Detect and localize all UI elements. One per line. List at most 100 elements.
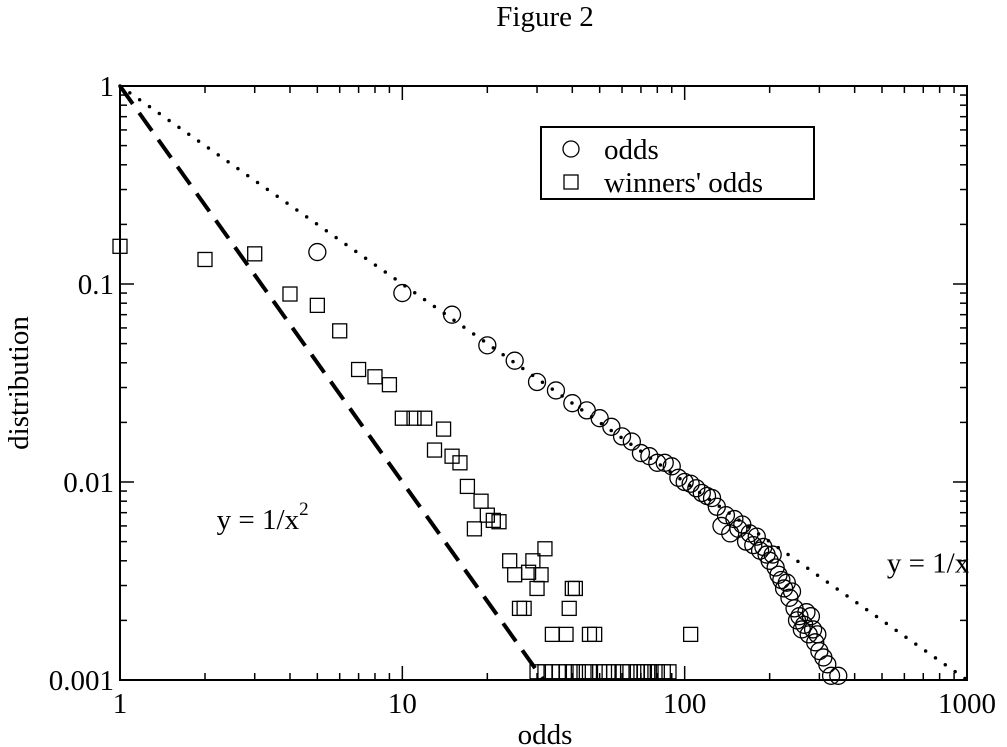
winners-odds-point xyxy=(567,580,583,597)
odds-point xyxy=(763,545,782,564)
winners-odds-point xyxy=(529,580,545,597)
ref-label-2-base: y = 1/x xyxy=(217,504,300,536)
y-tick-label: 1 xyxy=(100,71,115,103)
winners-odds-point xyxy=(491,514,507,530)
legend: odds winners' odds xyxy=(540,126,815,200)
winners-odds-point xyxy=(197,251,213,268)
odds-point xyxy=(777,573,796,592)
y-axis-label: distribution xyxy=(3,316,35,450)
axis-ticks xyxy=(119,85,968,681)
series-winners-odds xyxy=(112,238,699,680)
x-tick-label: 1 xyxy=(113,688,128,720)
plot-frame xyxy=(119,85,968,681)
winners-odds-point xyxy=(466,521,483,537)
odds-point xyxy=(747,527,766,546)
winners-odds-point xyxy=(452,455,468,471)
odds-point xyxy=(810,641,829,661)
reference-line-1-over-x-squared xyxy=(118,84,546,682)
winners-odds-point xyxy=(426,442,443,458)
odds-point xyxy=(648,453,667,472)
winners-odds-point xyxy=(561,600,577,617)
x-tick-labels: 1 10 100 1000 xyxy=(113,688,996,720)
odds-point xyxy=(631,443,651,463)
odds-point xyxy=(505,351,524,370)
odds-point xyxy=(590,409,609,428)
winners-odds-point xyxy=(459,478,476,495)
y-tick-label: 0.01 xyxy=(63,467,114,499)
winners-odds-point xyxy=(587,626,603,643)
winners-odds-point xyxy=(332,323,348,339)
winners-odds-point xyxy=(406,410,422,426)
odds-point xyxy=(692,483,711,503)
x-tick-label: 100 xyxy=(663,688,707,720)
figure-title: Figure 2 xyxy=(496,1,593,33)
series-odds xyxy=(308,242,848,685)
legend-marker-square xyxy=(563,174,579,190)
winners-odds-point xyxy=(417,410,433,426)
y-tick-label: 0.001 xyxy=(49,665,114,697)
winners-odds-point xyxy=(507,567,523,583)
winners-odds-point xyxy=(564,580,580,597)
legend-marker-circle xyxy=(562,140,580,158)
legend-label-winners-odds: winners' odds xyxy=(604,167,763,199)
winners-odds-point xyxy=(581,664,598,680)
odds-point xyxy=(563,394,582,413)
odds-point xyxy=(622,432,641,451)
odds-point xyxy=(546,381,566,400)
x-tick-label: 10 xyxy=(388,688,417,720)
odds-point xyxy=(442,305,462,324)
y-tick-labels: 1 0.1 0.01 0.001 xyxy=(49,71,114,697)
winners-odds-point xyxy=(350,361,367,378)
odds-point xyxy=(612,427,632,446)
winners-odds-point xyxy=(581,626,598,643)
winners-odds-point xyxy=(381,377,398,393)
winners-odds-point xyxy=(511,600,528,617)
odds-point xyxy=(662,457,681,476)
odds-point xyxy=(801,607,821,626)
winners-odds-point xyxy=(614,664,630,680)
winners-odds-point xyxy=(529,664,545,680)
winners-odds-point xyxy=(485,512,501,529)
reference-line-labels: y = 1/x y = 1/x2 xyxy=(217,499,970,579)
odds-point xyxy=(803,620,823,639)
odds-point xyxy=(716,506,736,525)
winners-odds-point xyxy=(544,626,561,643)
winners-odds-point xyxy=(525,553,541,569)
winners-odds-point xyxy=(533,567,549,583)
odds-point xyxy=(602,417,621,436)
winners-odds-point xyxy=(282,286,298,302)
winners-odds-point xyxy=(537,541,553,557)
odds-point xyxy=(655,453,674,472)
legend-label-odds: odds xyxy=(604,134,659,166)
odds-point xyxy=(478,336,497,355)
odds-point xyxy=(766,558,785,577)
legend-box xyxy=(540,126,815,200)
winners-odds-point xyxy=(367,369,383,385)
odds-point xyxy=(806,633,825,652)
winners-odds-point xyxy=(682,626,699,643)
y-tick-label: 0.1 xyxy=(78,269,114,301)
winners-odds-point xyxy=(112,238,128,254)
x-axis-label: odds xyxy=(518,719,573,747)
odds-point xyxy=(829,666,848,685)
odds-point xyxy=(744,535,763,555)
x-tick-label: 1000 xyxy=(938,688,996,720)
odds-point xyxy=(308,242,327,262)
odds-point xyxy=(669,468,688,487)
odds-point xyxy=(821,666,841,685)
ref-label-1-over-x: y = 1/x xyxy=(887,547,970,579)
odds-point xyxy=(681,474,700,493)
winners-odds-point xyxy=(309,297,325,314)
winners-odds-point xyxy=(605,664,622,680)
data-series xyxy=(112,238,848,685)
winners-odds-point xyxy=(502,553,518,569)
odds-point xyxy=(818,655,837,674)
odds-point xyxy=(393,283,412,303)
winners-odds-point xyxy=(558,626,574,643)
winners-odds-point xyxy=(516,600,532,617)
ref-label-2-exponent: 2 xyxy=(299,499,309,520)
reference-lines xyxy=(118,84,969,682)
winners-odds-point xyxy=(601,664,617,680)
